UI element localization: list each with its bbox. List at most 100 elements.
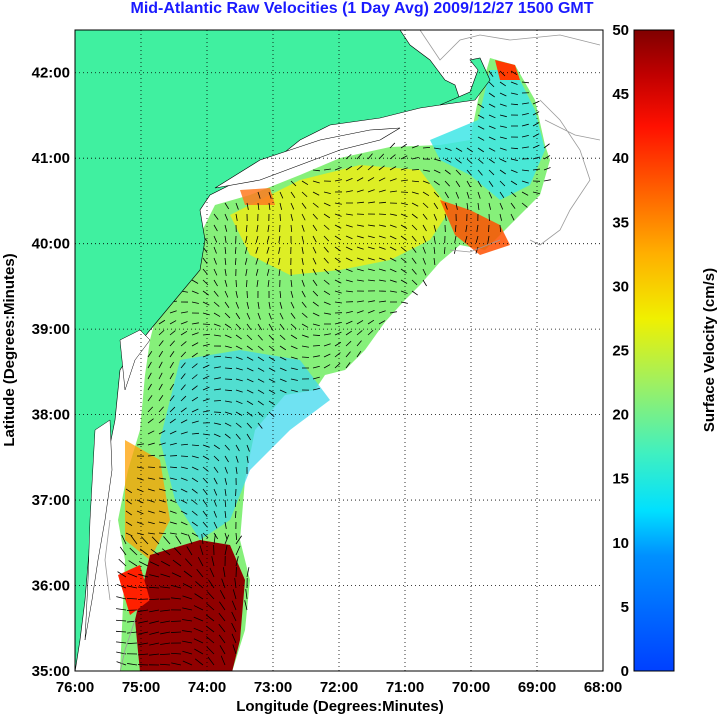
velocity-vector — [400, 179, 408, 182]
velocity-vector — [224, 521, 227, 529]
velocity-vector — [246, 378, 254, 383]
velocity-vector — [301, 191, 308, 198]
velocity-vector — [149, 642, 160, 646]
velocity-vector — [301, 301, 307, 308]
velocity-vector — [290, 334, 298, 340]
velocity-vector — [169, 477, 177, 480]
velocity-vector — [510, 70, 518, 76]
velocity-vector — [367, 153, 373, 160]
velocity-vector — [488, 147, 496, 152]
velocity-vector — [213, 257, 217, 265]
velocity-vector — [213, 213, 219, 220]
velocity-vector — [301, 312, 308, 318]
x-tick-label: 74:00 — [188, 679, 226, 696]
velocity-vector — [279, 312, 284, 320]
warm-band — [230, 165, 450, 275]
velocity-vector — [186, 546, 193, 556]
velocity-vector — [138, 631, 149, 635]
velocity-vector — [150, 548, 160, 556]
velocity-vector — [323, 364, 331, 369]
velocity-vector — [191, 408, 199, 413]
velocity-vector — [510, 81, 518, 85]
velocity-vector — [136, 477, 144, 481]
velocity-vector — [224, 477, 228, 485]
velocity-vector — [334, 246, 341, 252]
velocity-vector — [521, 134, 529, 138]
velocity-vector — [323, 268, 330, 275]
velocity-vector — [389, 190, 397, 193]
velocity-vector — [301, 257, 304, 265]
velocity-vector — [118, 558, 127, 567]
velocity-vector — [224, 301, 230, 308]
velocity-vector — [246, 422, 252, 429]
velocity-vector — [367, 300, 375, 303]
velocity-vector — [147, 418, 154, 424]
velocity-vector — [345, 235, 353, 240]
velocity-vector — [323, 353, 331, 358]
velocity-vector — [268, 334, 275, 341]
velocity-vector — [268, 400, 275, 406]
velocity-vector — [455, 147, 463, 152]
velocity-vector — [224, 334, 232, 339]
velocity-vector — [202, 279, 209, 286]
velocity-vector — [499, 125, 507, 128]
velocity-vector — [129, 547, 138, 556]
velocity-vector — [234, 257, 237, 266]
velocity-vector — [193, 638, 204, 644]
velocity-vector — [202, 532, 209, 539]
velocity-vector — [521, 169, 529, 172]
velocity-vector — [245, 235, 248, 243]
hotspot-hatteras — [118, 565, 150, 615]
velocity-vector — [182, 619, 193, 622]
velocity-vector — [246, 433, 251, 441]
velocity-vector — [158, 406, 164, 413]
velocity-vector — [367, 165, 374, 171]
velocity-vector — [477, 169, 483, 176]
velocity-vector — [147, 361, 152, 369]
velocity-vector — [202, 323, 211, 325]
y-tick-label: 36:00 — [32, 578, 70, 595]
velocity-vector — [323, 343, 331, 347]
velocity-vector — [159, 663, 171, 666]
velocity-vector — [488, 103, 496, 108]
velocity-vector — [455, 191, 460, 199]
velocity-vector — [499, 103, 507, 107]
velocity-vector — [224, 268, 227, 276]
velocity-vector — [487, 235, 490, 243]
velocity-vector — [499, 224, 502, 233]
velocity-vector — [345, 224, 353, 228]
velocity-vector — [191, 499, 198, 505]
velocity-vector — [191, 432, 200, 435]
velocity-vector — [244, 246, 248, 254]
velocity-vector — [279, 378, 287, 382]
colorbar-tick-label: 50 — [612, 22, 629, 39]
velocity-vector — [312, 235, 317, 243]
velocity-vector — [411, 202, 419, 207]
velocity-vector — [125, 532, 133, 537]
velocity-vector — [367, 279, 375, 282]
velocity-vector — [290, 191, 296, 199]
velocity-vector — [323, 235, 330, 242]
velocity-vector — [334, 331, 342, 336]
velocity-vector — [543, 143, 550, 149]
velocity-vector — [213, 521, 218, 529]
velocity-vector — [147, 442, 155, 446]
velocity-vector — [301, 268, 305, 276]
velocity-vector — [532, 133, 540, 138]
velocity-vector — [312, 290, 319, 297]
velocity-vector — [268, 202, 271, 210]
velocity-vector — [334, 268, 342, 274]
velocity-vector — [191, 385, 198, 391]
velocity-vector — [488, 125, 496, 130]
velocity-vector — [323, 301, 331, 305]
velocity-vector — [202, 488, 208, 495]
velocity-vector — [411, 279, 418, 286]
velocity-vector — [433, 147, 441, 150]
velocity-vector — [532, 111, 540, 116]
colorbar-tick-label: 0 — [621, 663, 629, 680]
velocity-vector — [378, 189, 386, 193]
velocity-vector — [455, 158, 462, 164]
velocity-vector — [521, 146, 529, 149]
velocity-vector — [444, 169, 451, 175]
